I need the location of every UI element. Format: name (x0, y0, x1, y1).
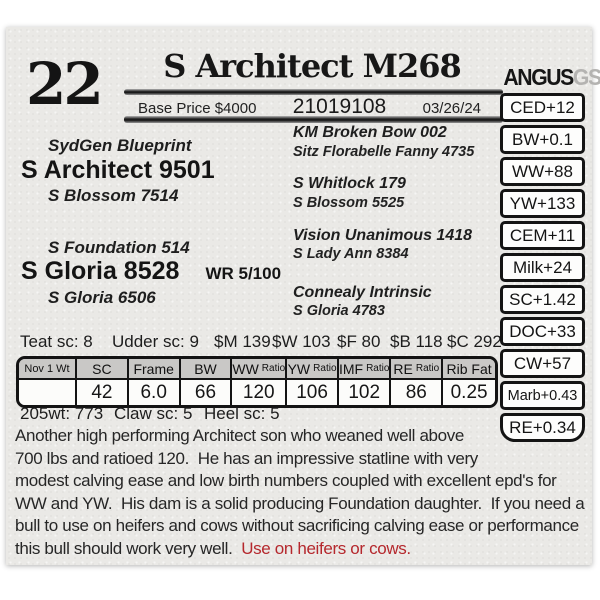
ancestor-line: S Gloria 4783 (293, 303, 385, 319)
epd-box-sc: SC+1.42 (500, 285, 585, 314)
dollar-value-m: $M 139 (214, 332, 271, 351)
epd-box-marb: Marb+0.43 (500, 381, 585, 410)
ancestor-line: Sitz Florabelle Fanny 4735 (293, 144, 475, 160)
catalog-card: 22 S Architect M268 Base Price $4000 210… (6, 27, 600, 565)
ancestor-line: S Whitlock 179 (293, 175, 406, 192)
stats-value-re-ratio: 86 (391, 380, 444, 405)
stats-header-sc: SC (77, 359, 129, 380)
claw-score: Claw sc: 5 (114, 404, 193, 423)
ancestor-line: S Blossom 5525 (293, 195, 405, 211)
stats-value-yw-ratio: 106 (287, 380, 339, 405)
dam-name: S Gloria 8528 (21, 257, 180, 285)
description-paragraph: Another high performing Architect son wh… (15, 425, 591, 561)
angus-gs-logo: ANGUSGS (503, 64, 600, 91)
dam-grandsire: S Foundation 514 (48, 238, 190, 257)
title-divider-bar (124, 89, 503, 95)
stats-value-imf-ratio: 102 (338, 380, 392, 405)
ancestor-line: KM Broken Bow 002 (293, 124, 447, 141)
stats-value-nov1wt (19, 380, 77, 405)
stats-header-bw: BW (180, 359, 233, 380)
stats-value-sc: 42 (77, 380, 129, 405)
epd-box-ced: CED+12 (500, 93, 585, 122)
ancestor-line: Connealy Intrinsic (293, 284, 432, 301)
description-highlight: Use on heifers or cows. (241, 538, 411, 558)
sire-granddam: S Blossom 7514 (48, 186, 179, 205)
dam-granddam: S Gloria 6506 (48, 288, 156, 307)
registration-number: 21019108 (292, 95, 387, 118)
stats-header-ww-ratio: WW Ratio (232, 359, 288, 380)
stats-header-frame: Frame (128, 359, 181, 380)
stats-value-ww-ratio: 120 (232, 380, 288, 405)
stats-header-ribfat: Rib Fat (443, 359, 495, 380)
epd-box-doc: DOC+33 (500, 317, 585, 346)
epd-box-cw: CW+57 (500, 349, 585, 378)
base-price: Base Price $4000 (138, 100, 257, 117)
description-text: Another high performing Architect son wh… (15, 426, 589, 558)
stats-table: Nov 1 Wt SC Frame BW WW Ratio YW Ratio IMF… (16, 356, 498, 408)
dollar-value-b: $B 118 (390, 332, 443, 351)
teat-score: Teat sc: 8 (20, 332, 93, 351)
dollar-value-c: $C 292 (447, 332, 502, 351)
header-info-row: Base Price $4000 21019108 03/26/24 (124, 95, 503, 118)
weaning-ratio: WR 5/100 (205, 264, 282, 283)
epd-box-ww: WW+88 (500, 157, 585, 186)
heel-score: Heel sc: 5 (204, 404, 280, 423)
stats-header-imf-ratio: IMF Ratio (338, 359, 392, 380)
sire-name: S Architect 9501 (21, 156, 215, 184)
weight-205-day: 205wt: 773 (20, 404, 104, 423)
epd-box-yw: YW+133 (500, 189, 585, 218)
logo-gs: GS (572, 64, 600, 90)
epd-column: CED+12 BW+0.1 WW+88 YW+133 CEM+11 Milk+2… (500, 93, 585, 445)
page-title: S Architect M268 (163, 47, 462, 85)
stats-header-yw-ratio: YW Ratio (287, 359, 339, 380)
ancestor-line: S Lady Ann 8384 (293, 246, 409, 262)
dam-name-row: S Gloria 8528 WR 5/100 (21, 257, 281, 286)
epd-box-re: RE+0.34 (500, 413, 585, 442)
epd-box-bw: BW+0.1 (500, 125, 585, 154)
udder-score: Udder sc: 9 (112, 332, 199, 351)
stats-value-frame: 6.0 (128, 380, 181, 405)
logo-angus: ANGUS (503, 64, 574, 90)
stats-header-nov1wt: Nov 1 Wt (19, 359, 77, 380)
lot-number: 22 (26, 50, 104, 118)
stats-value-ribfat: 0.25 (443, 380, 495, 405)
ancestor-line: Vision Unanimous 1418 (293, 227, 473, 244)
stats-value-bw: 66 (180, 380, 233, 405)
sire-grandsire: SydGen Blueprint (48, 136, 192, 155)
stats-header-re-ratio: RE Ratio (391, 359, 444, 380)
epd-box-milk: Milk+24 (500, 253, 585, 282)
dollar-value-f: $F 80 (337, 332, 381, 351)
birth-date: 03/26/24 (422, 100, 481, 117)
epd-box-cem: CEM+11 (500, 221, 585, 250)
dollar-value-w: $W 103 (272, 332, 331, 351)
header-divider-bar (124, 116, 503, 123)
